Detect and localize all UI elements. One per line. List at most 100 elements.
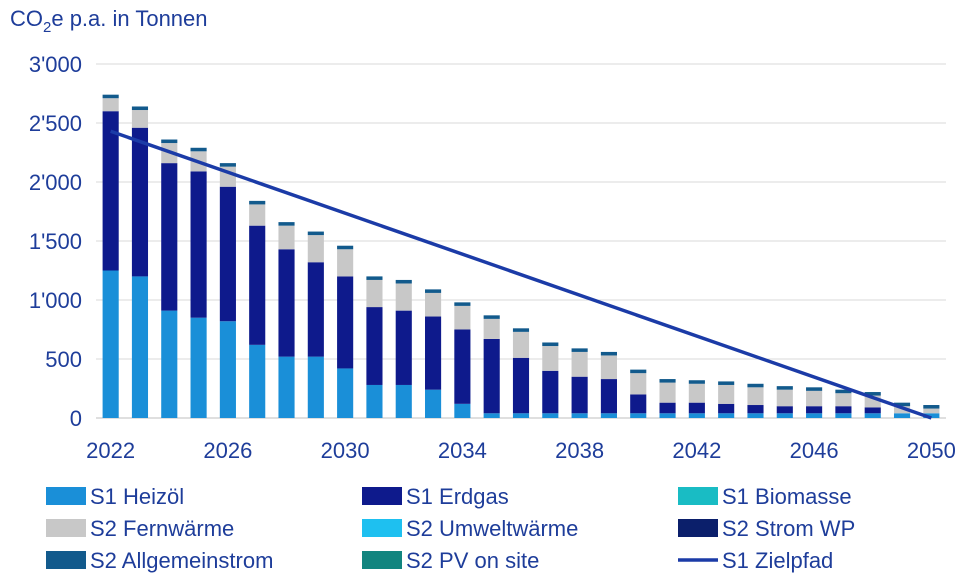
bar-segment <box>395 384 412 418</box>
bar-segment <box>571 413 588 418</box>
bar-segment <box>249 225 266 345</box>
bar-segment <box>542 346 559 371</box>
bar-segment <box>688 402 705 414</box>
bar-segment <box>219 163 236 167</box>
bar-segment <box>747 383 764 388</box>
bar-segment <box>219 186 236 322</box>
legend-swatch <box>362 551 402 569</box>
bar-segment <box>688 383 705 403</box>
x-tick-label: 2030 <box>321 438 370 463</box>
bar-segment <box>512 413 530 418</box>
bar-segment <box>806 406 823 414</box>
bar-segment <box>190 147 207 152</box>
bar-segment <box>571 351 588 377</box>
bar-segment <box>337 276 354 369</box>
bar-segment <box>542 342 559 347</box>
bar-segment <box>512 328 530 332</box>
legend: S1 Heizöl S1 Erdgas S1 Biomasse S2 Fernwärm… <box>46 484 855 573</box>
bar-segment <box>835 413 852 418</box>
bar-segment <box>630 373 647 395</box>
target-line-layer <box>110 129 932 420</box>
y-tick-label: 1'000 <box>29 288 82 313</box>
bar-segment <box>659 382 676 403</box>
bar-segment <box>630 394 647 414</box>
bar-segment <box>307 235 324 263</box>
bar-segment <box>395 279 412 284</box>
legend-swatch <box>362 519 402 537</box>
bar-segment <box>278 222 295 226</box>
bar-segment <box>718 403 735 414</box>
bar-segment <box>161 310 178 418</box>
y-tick-label: 2'000 <box>29 170 82 195</box>
gridlines <box>96 63 946 419</box>
bar-segment <box>219 321 236 418</box>
x-tick-label: 2042 <box>672 438 721 463</box>
bar-segment <box>659 402 676 414</box>
x-tick-label: 2050 <box>907 438 956 463</box>
bar-segment <box>307 356 324 418</box>
bar-segment <box>864 392 881 396</box>
bar-segment <box>161 139 178 144</box>
bar-segment <box>483 318 500 339</box>
y-axis-title: CO2e p.a. in Tonnen <box>10 6 208 36</box>
bar-segment <box>776 386 793 390</box>
bar-segment <box>395 310 412 385</box>
legend-label: S2 Fernwärme <box>90 516 234 541</box>
bar-segment <box>571 376 588 414</box>
y-tick-label: 3'000 <box>29 52 82 77</box>
bar-segment <box>542 413 559 418</box>
bar-segment <box>425 292 442 317</box>
bar-segment <box>718 384 735 404</box>
x-tick-label: 2038 <box>555 438 604 463</box>
bar-segment <box>776 406 793 414</box>
bar-segment <box>600 413 617 418</box>
bar-segment <box>542 370 559 414</box>
bar-segment <box>454 329 471 404</box>
bar-segment <box>278 356 295 418</box>
x-tick-label: 2046 <box>790 438 839 463</box>
bar-segment <box>864 407 881 414</box>
bar-segment <box>806 387 823 391</box>
bar-segment <box>102 111 119 271</box>
bar-segment <box>864 395 881 408</box>
y-tick-label: 2'500 <box>29 111 82 136</box>
bar-segment <box>278 225 295 250</box>
legend-swatch <box>678 519 718 537</box>
bar-segment <box>190 171 207 318</box>
legend-label: S1 Heizöl <box>90 484 184 509</box>
bar-segment <box>923 408 940 414</box>
bar-segment <box>278 249 295 357</box>
bars <box>102 94 940 418</box>
bar-segment <box>454 403 471 418</box>
bar-segment <box>512 331 530 358</box>
bar-segment <box>600 351 617 356</box>
bar-segment <box>102 94 119 99</box>
bar-segment <box>337 249 354 277</box>
bar-segment <box>454 305 471 330</box>
bar-segment <box>747 413 764 418</box>
bar-segment <box>190 317 207 418</box>
bar-segment <box>483 338 500 414</box>
bar-segment <box>718 413 735 418</box>
bar-segment <box>425 289 442 293</box>
bar-segment <box>395 283 412 311</box>
legend-swatch <box>46 487 86 505</box>
bar-segment <box>131 127 149 277</box>
bar-segment <box>806 390 823 407</box>
x-tick-label: 2022 <box>86 438 135 463</box>
x-axis-ticks: 2022 2026 2030 2034 2038 2042 2046 2050 <box>86 438 956 463</box>
bar-segment <box>249 200 266 205</box>
bar-segment <box>102 270 119 418</box>
bar-segment <box>131 106 149 111</box>
bar-segment <box>835 406 852 414</box>
bar-segment <box>688 413 705 418</box>
bar-segment <box>600 355 617 380</box>
bar-segment <box>893 406 911 414</box>
bar-segment <box>337 245 354 250</box>
bar-segment <box>454 302 471 306</box>
bar-segment <box>776 389 793 407</box>
y-tick-label: 500 <box>45 347 82 372</box>
bar-segment <box>249 344 266 418</box>
y-tick-label: 1'500 <box>29 229 82 254</box>
bar-segment <box>747 387 764 406</box>
